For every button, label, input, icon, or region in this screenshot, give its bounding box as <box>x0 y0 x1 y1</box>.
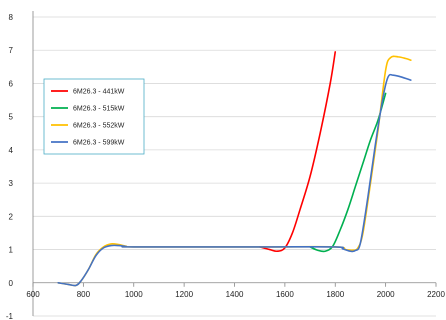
legend-label: 6M26.3 - 515kW <box>73 106 125 113</box>
y-tick-label: 1 <box>9 246 14 255</box>
y-tick-label: 6 <box>9 79 14 88</box>
series-line-4 <box>57 73 412 287</box>
y-tick-label: 2 <box>9 212 14 221</box>
x-tick-label: 600 <box>26 290 40 299</box>
x-tick-label: 800 <box>77 290 91 299</box>
legend-label: 6M26.3 - 552kW <box>73 123 125 130</box>
gridlines <box>33 16 436 317</box>
x-tick-labels: 600 800 1000 1200 1400 1600 1800 2000 2200 <box>26 290 445 299</box>
x-tick-label: 2200 <box>427 290 445 299</box>
x-tick-label: 1600 <box>276 290 294 299</box>
x-tick-label: 2000 <box>377 290 395 299</box>
x-tick-label: 1200 <box>175 290 193 299</box>
legend-label: 6M26.3 - 599kW <box>73 140 125 147</box>
y-tick-label: 8 <box>9 13 14 22</box>
series-lines <box>57 51 412 287</box>
x-tick-label: 1400 <box>226 290 244 299</box>
series-line-1 <box>258 51 337 253</box>
axes <box>32 11 437 316</box>
legend: 6M26.3 - 441kW 6M26.3 - 515kW 6M26.3 - 552… <box>43 78 145 155</box>
y-tick-labels: -1 0 1 2 3 4 5 6 7 8 <box>6 13 14 320</box>
series-line-2 <box>309 92 387 253</box>
y-tick-label: -1 <box>6 312 14 320</box>
y-tick-label: 0 <box>9 279 14 288</box>
x-tick-label: 1000 <box>125 290 143 299</box>
y-tick-label: 3 <box>9 179 14 188</box>
y-tick-label: 7 <box>9 46 14 55</box>
x-tick-label: 1800 <box>326 290 344 299</box>
y-tick-label: 5 <box>9 113 14 122</box>
y-tick-label: 4 <box>9 146 14 155</box>
legend-label: 6M26.3 - 441kW <box>73 89 125 96</box>
